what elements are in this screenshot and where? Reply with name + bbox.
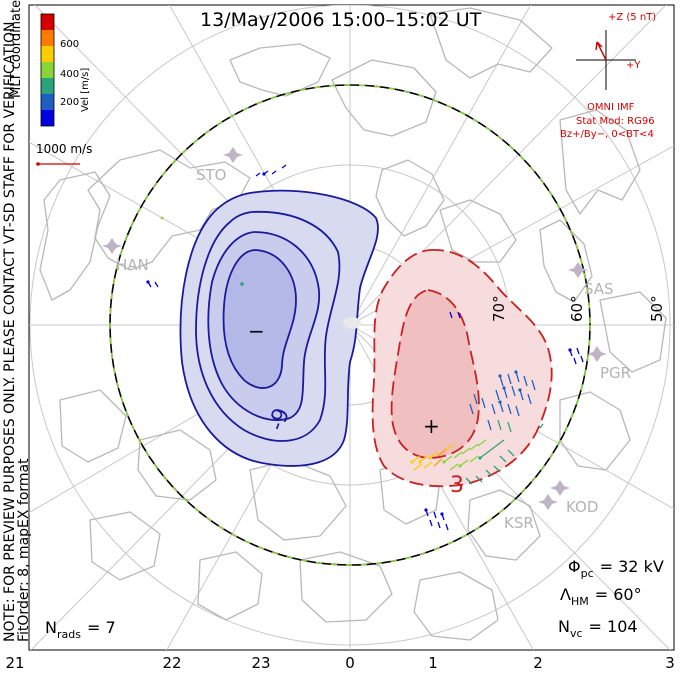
positive-contour-value: 3 [450,473,464,498]
imf-indicator: +Z (5 nT) +Y OMNI IMF Stat Mod: RG96 Bz+… [560,12,656,140]
positive-potential-cell [371,249,553,488]
station-kod-marker [550,480,570,496]
imf-y-label: +Y [626,60,641,71]
velocity-scale: 1000 m/s [36,142,92,166]
velocity-vectors [147,164,584,531]
stat-phi-pc: Φpc = 32 kV [568,557,664,580]
stat-lambda-hm: ΛHM = 60° [560,585,642,608]
colorbar-tick-200: 200 [60,97,79,108]
mlt-tick-2: 2 [533,654,543,672]
imf-source: OMNI IMF [587,102,635,113]
coastlines [39,7,667,641]
colorbar-label: Vel [m/s] [80,68,91,112]
stat-n-rads: Nrads = 7 [45,618,116,641]
mlt-tick-1: 1 [428,654,438,672]
negative-center-marker: − [248,319,265,343]
imf-z-label: +Z (5 nT) [608,12,656,23]
stat-n-vc: Nvc = 104 [558,617,638,640]
mlt-tick-23: 23 [251,654,270,672]
pole-marker [343,317,361,329]
imf-model: Stat Mod: RG96 [576,116,655,127]
station-label-han: HAN [116,256,149,274]
station-sto-marker [223,147,243,163]
negative-potential-cell [179,189,379,467]
colorbar-tick-600: 600 [60,39,79,50]
mlt-tick-21: 21 [5,654,24,672]
coordinate-system-note: MLT coordinates [9,0,24,98]
map-statistics: Φpc = 32 kV ΛHM = 60° Nvc = 104 Nrads = 7 [45,557,664,641]
station-label-pgr: PGR [600,364,631,382]
velocity-colorbar: 600 400 200 Vel [m/s] [40,13,91,127]
station-pgr-marker [587,346,607,362]
map-title: 13/May/2006 15:00–15:02 UT [200,9,482,31]
mlt-tick-3: 3 [665,654,675,672]
colorbar-tick-400: 400 [60,69,79,80]
station-label-kod: KOD [566,498,598,516]
velocity-scale-label: 1000 m/s [36,142,92,156]
station-ksr-marker [538,494,558,510]
lat-label-70: 70° [490,295,508,322]
fit-order-note: FitOrder: 8, mapEX format [16,458,32,642]
vector-dots [146,172,572,516]
imf-condition: Bz+/By−, 0<BT<4 [560,129,654,140]
station-label-sas: SAS [584,280,614,298]
station-label-sto: STO [196,166,227,184]
station-labels: STO HAN SAS PGR KOD KSR [116,166,631,532]
station-han-marker [102,238,122,254]
positive-center-marker: + [423,414,440,438]
mlt-axis: 21 22 23 0 1 2 3 [5,654,674,672]
lat-label-50: 50° [648,295,666,322]
radar-stations [102,147,607,510]
mlt-tick-22: 22 [162,654,181,672]
station-label-ksr: KSR [504,514,534,532]
mlt-tick-0: 0 [345,654,355,672]
lat-label-60: 60° [568,295,586,322]
preview-note: NOTE: FOR PREVIEW PURPOSES ONLY. PLEASE … [2,17,18,642]
station-sas-marker [568,262,588,278]
